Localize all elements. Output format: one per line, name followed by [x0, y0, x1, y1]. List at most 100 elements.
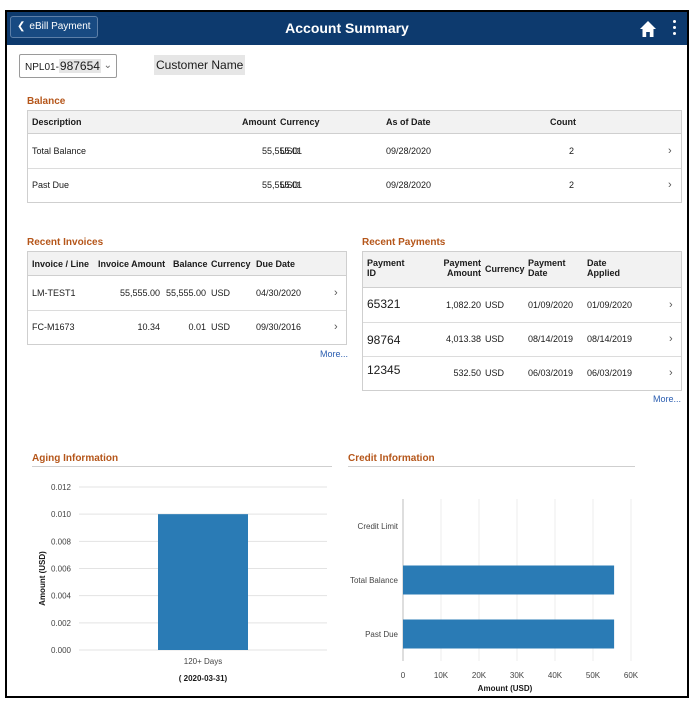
balance-description: Total Balance: [32, 146, 87, 156]
balance-currency: USD: [280, 146, 300, 156]
y-tick-label: 0.010: [51, 510, 72, 519]
aging-title: Aging Information: [32, 453, 119, 464]
balance-row[interactable]: Total Balance 55,555.01 USD 09/28/2020 2…: [28, 134, 681, 169]
back-button-label: eBill Payment: [29, 21, 91, 32]
col-date-applied: Date Applied: [587, 258, 620, 278]
col-payment-amount: Payment Amount: [443, 258, 481, 278]
y-tick-label: Past Due: [365, 630, 398, 639]
invoice-currency: USD: [211, 322, 231, 332]
y-tick-label: Credit Limit: [358, 522, 399, 531]
payment-amount: 532.50: [453, 368, 481, 378]
aging-title-underline: [32, 466, 332, 467]
y-tick-label: 0.012: [51, 483, 72, 492]
payment-date: 08/14/2019: [528, 334, 574, 344]
x-tick-label: 120+ Days: [184, 657, 222, 666]
chevron-right-icon[interactable]: ›: [334, 321, 338, 333]
invoice-balance: 55,555.00: [165, 288, 206, 298]
payment-date: 01/09/2020: [528, 300, 574, 310]
balance-count: 2: [568, 180, 574, 190]
balance-table-header: Description Amount Currency As of Date C…: [28, 111, 681, 134]
balance-amount: 55,555.01: [261, 146, 302, 156]
invoice-amount: 55,555.00: [119, 288, 160, 298]
payment-currency: USD: [485, 368, 505, 378]
balance-title: Balance: [27, 96, 66, 107]
date-applied: 01/09/2020: [587, 300, 633, 310]
payment-row[interactable]: 12345 532.50 USD 06/03/2019 06/03/2019 ›: [363, 357, 681, 390]
date-applied: 08/14/2019: [587, 334, 633, 344]
invoice-row[interactable]: FC-M1673 10.34 0.01 USD 09/30/2016 ›: [28, 311, 346, 344]
x-tick-sublabel: ( 2020-03-31): [179, 674, 228, 683]
col-count: Count: [550, 117, 576, 127]
credit-title-underline: [348, 466, 635, 467]
chevron-right-icon[interactable]: ›: [668, 145, 672, 157]
invoice-id: LM-TEST1: [32, 288, 76, 298]
date-applied: 06/03/2019: [587, 368, 633, 378]
invoice-due-date: 04/30/2020: [256, 288, 302, 298]
col-payment-id: Payment ID: [367, 258, 405, 278]
account-number: 987654: [58, 59, 101, 73]
bar-total-balance: [403, 565, 615, 595]
x-tick-label: 0: [401, 671, 406, 680]
col-invoice-line: Invoice / Line: [32, 259, 90, 269]
home-icon[interactable]: [639, 20, 657, 38]
balance-row[interactable]: Past Due 55,555.01 USD 09/28/2020 2 ›: [28, 169, 681, 202]
account-prefix: NPL01-: [25, 62, 59, 73]
payment-id: 98764: [367, 333, 401, 347]
invoice-balance: 0.01: [188, 322, 206, 332]
y-tick-label: 0.008: [51, 537, 72, 546]
balance-description: Past Due: [32, 180, 70, 190]
chevron-right-icon[interactable]: ›: [668, 179, 672, 191]
app-frame: ❮ eBill Payment Account Summary NPL01-987…: [5, 10, 689, 698]
x-tick-label: 30K: [510, 671, 525, 680]
balance-amount: 55,555.01: [261, 180, 302, 190]
payment-date: 06/03/2019: [528, 368, 574, 378]
account-select[interactable]: NPL01-987654 ⌄: [19, 54, 117, 78]
col-payment-date: Payment Date: [528, 258, 566, 278]
payment-row[interactable]: 65321 1,082.20 USD 01/09/2020 01/09/2020…: [363, 288, 681, 323]
more-options-icon[interactable]: [670, 18, 678, 38]
payment-row[interactable]: 98764 4,013.38 USD 08/14/2019 08/14/2019…: [363, 323, 681, 357]
credit-chart: 0 10K 20K 30K 40K 50K 60K Credit Limit Total Bal…: [350, 499, 639, 693]
x-axis-label: Amount (USD): [478, 684, 533, 693]
back-button[interactable]: ❮ eBill Payment: [10, 16, 98, 38]
x-tick-label: 40K: [548, 671, 563, 680]
x-tick-label: 10K: [434, 671, 449, 680]
balance-as-of-date: 09/28/2020: [386, 180, 432, 190]
col-amount: Amount: [242, 117, 276, 127]
invoice-currency: USD: [211, 288, 231, 298]
y-tick-label: 0.004: [51, 592, 72, 601]
payments-more-link[interactable]: More...: [653, 394, 682, 404]
x-tick-label: 50K: [586, 671, 601, 680]
chevron-right-icon[interactable]: ›: [669, 367, 673, 379]
y-tick-label: Total Balance: [350, 576, 399, 585]
y-tick-label: 0.000: [51, 646, 72, 655]
recent-invoices-title: Recent Invoices: [27, 237, 104, 248]
payment-currency: USD: [485, 334, 505, 344]
header-bar: ❮ eBill Payment Account Summary: [7, 12, 687, 45]
payment-amount: 1,082.20: [445, 300, 481, 310]
invoices-table-header: Invoice / Line Invoice Amount Balance Cu…: [28, 252, 346, 276]
chevron-right-icon[interactable]: ›: [334, 287, 338, 299]
chevron-right-icon[interactable]: ›: [669, 333, 673, 345]
invoice-row[interactable]: LM-TEST1 55,555.00 55,555.00 USD 04/30/2…: [28, 276, 346, 311]
col-as-of-date: As of Date: [386, 117, 431, 127]
col-description: Description: [32, 117, 82, 127]
invoices-more-link[interactable]: More...: [320, 349, 349, 359]
balance-currency: USD: [280, 180, 300, 190]
recent-invoices-table: Invoice / Line Invoice Amount Balance Cu…: [27, 251, 347, 345]
payments-table-header: Payment ID Payment Amount Currency Payment…: [363, 252, 681, 288]
recent-payments-title: Recent Payments: [362, 237, 446, 248]
customer-name: Customer Name: [154, 55, 246, 75]
payment-currency: USD: [485, 300, 505, 310]
col-currency: Currency: [280, 117, 320, 127]
chevron-down-icon: ⌄: [103, 60, 112, 71]
y-tick-label: 0.002: [51, 619, 72, 628]
col-currency: Currency: [211, 259, 251, 269]
chevron-left-icon: ❮: [17, 21, 26, 32]
y-tick-label: 0.006: [51, 565, 72, 574]
invoice-id: FC-M1673: [32, 322, 75, 332]
chevron-right-icon[interactable]: ›: [669, 299, 673, 311]
invoice-amount: 10.34: [137, 322, 160, 332]
balance-as-of-date: 09/28/2020: [386, 146, 432, 156]
bar-past-due: [403, 619, 615, 649]
